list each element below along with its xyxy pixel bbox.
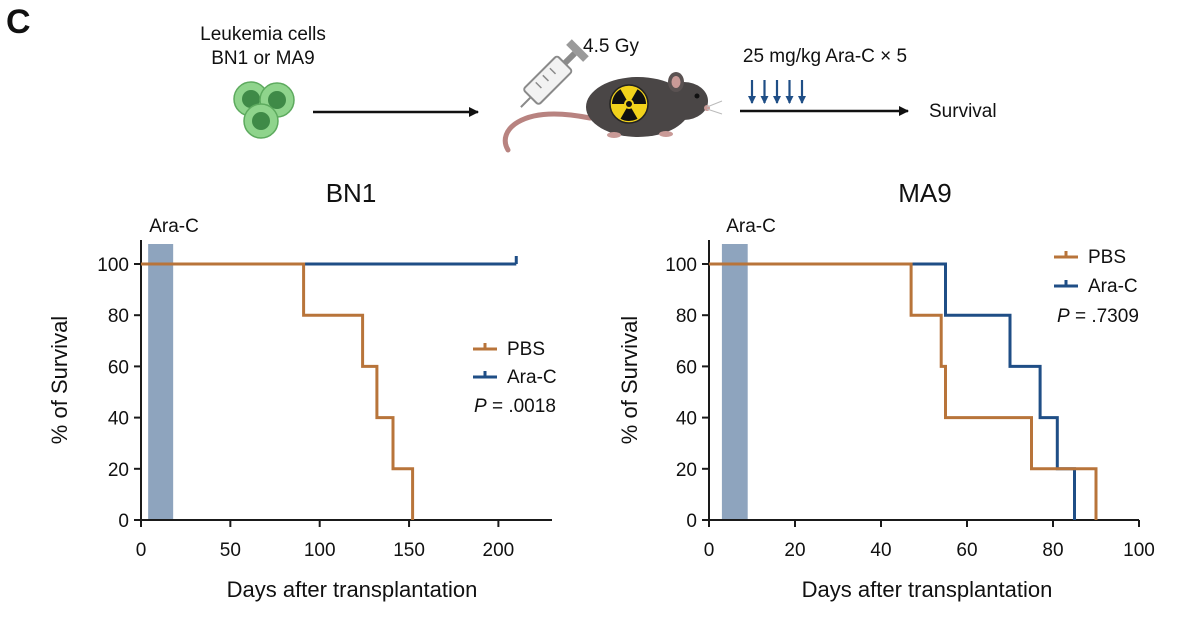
outcome-label: Survival	[929, 101, 997, 122]
y-axis-label: % of Survival	[47, 316, 72, 444]
p-value-text: = .7309	[1070, 306, 1139, 327]
x-tick-label: 0	[136, 540, 147, 561]
x-tick-label: 0	[704, 540, 715, 561]
cells-label-line1: Leukemia cells	[200, 24, 326, 45]
x-tick-label: 150	[393, 540, 425, 561]
chart-ma9: MA9 Ara-C 0 20 40 60 80 100 0 20 40 60 80 100 % of …	[617, 178, 1155, 602]
x-tick-label: 100	[1123, 540, 1155, 561]
cells-label-line2: BN1 or MA9	[211, 48, 314, 69]
p-value-prefix: P	[474, 396, 487, 417]
treatment-dose-arrows	[748, 80, 806, 104]
x-axis-label: Days after transplantation	[227, 577, 478, 602]
treatment-band	[148, 244, 174, 520]
p-value: P = .0018	[474, 396, 556, 417]
x-axis-label: Days after transplantation	[802, 577, 1053, 602]
y-tick-label: 20	[108, 460, 129, 481]
treatment-band-label: Ara-C	[726, 216, 776, 237]
syringe-icon	[520, 39, 589, 108]
y-tick-label: 60	[676, 357, 697, 378]
chart-title: BN1	[326, 178, 377, 208]
chart-bn1: BN1 Ara-C 0 20 40 60 80 100 0 50 100 150 200 % of …	[47, 178, 557, 602]
legend: PBS Ara-C P = .0018	[473, 339, 557, 417]
panel-label: C	[6, 3, 31, 41]
chart-title: MA9	[898, 178, 951, 208]
schematic: Leukemia cells BN1 or MA9 4.5 Gy	[200, 24, 997, 153]
legend-label-arac: Ara-C	[507, 367, 557, 388]
y-tick-label: 60	[108, 357, 129, 378]
y-tick-label: 0	[686, 511, 697, 532]
treatment-band	[721, 244, 748, 520]
x-tick-label: 20	[784, 540, 805, 561]
p-value-text: = .0018	[487, 396, 556, 417]
legend-label-pbs: PBS	[1088, 247, 1126, 268]
x-tick-label: 100	[304, 540, 336, 561]
y-tick-label: 80	[108, 306, 129, 327]
p-value-prefix: P	[1057, 306, 1070, 327]
y-tick-label: 80	[676, 306, 697, 327]
y-tick-label: 100	[665, 255, 697, 276]
treatment-label: 25 mg/kg Ara-C × 5	[743, 46, 907, 67]
series-line-pbs	[141, 262, 415, 520]
legend: PBS Ara-C P = .7309	[1054, 247, 1139, 327]
x-tick-label: 40	[870, 540, 891, 561]
y-tick-label: 20	[676, 460, 697, 481]
dose-label: 4.5 Gy	[583, 36, 639, 57]
y-tick-label: 100	[97, 255, 129, 276]
y-axis-label: % of Survival	[617, 316, 642, 444]
y-tick-label: 40	[676, 409, 697, 430]
cells-icon	[233, 81, 295, 139]
p-value: P = .7309	[1057, 306, 1139, 327]
radiation-icon	[609, 84, 649, 124]
x-tick-label: 80	[1042, 540, 1063, 561]
legend-label-pbs: PBS	[507, 339, 545, 360]
y-tick-label: 0	[118, 511, 129, 532]
legend-label-arac: Ara-C	[1088, 276, 1138, 297]
y-tick-label: 40	[108, 409, 129, 430]
x-tick-label: 50	[220, 540, 241, 561]
x-tick-label: 60	[956, 540, 977, 561]
series-line-pbs	[709, 262, 1098, 520]
x-tick-label: 200	[483, 540, 515, 561]
treatment-band-label: Ara-C	[149, 216, 199, 237]
series-line-arac	[709, 262, 1076, 520]
